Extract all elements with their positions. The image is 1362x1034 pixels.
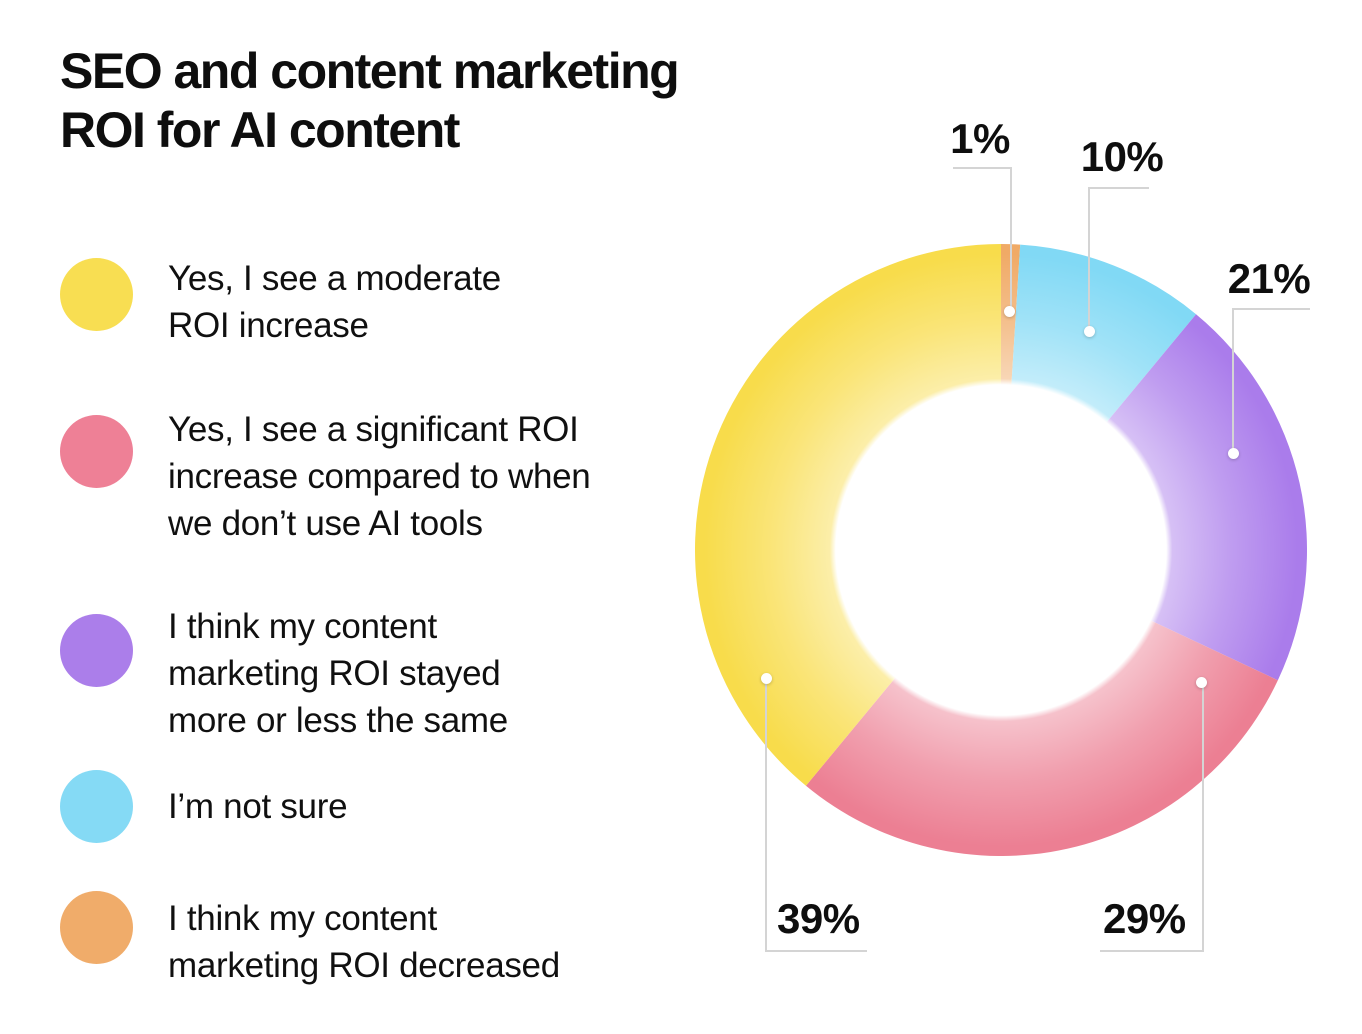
- legend-swatch-pink: [60, 415, 133, 488]
- legend-swatch-orange: [60, 891, 133, 964]
- legend-swatch-cyan: [60, 770, 133, 843]
- slice-label-29pct: 29%: [1103, 895, 1186, 942]
- slice-label-10pct: 10%: [1080, 133, 1164, 180]
- legend-swatch-purple: [60, 614, 133, 687]
- legend-label: Yes, I see a moderate ROI increase: [168, 259, 501, 345]
- legend-label: I’m not sure: [168, 787, 348, 826]
- callout-dot-39pct: [761, 673, 772, 684]
- legend-label: I think my content marketing ROI stayed …: [168, 607, 508, 740]
- callout-line-29pct: [1100, 682, 1204, 952]
- callout-line-1pct: [953, 167, 1012, 313]
- callout-line-21pct: [1232, 308, 1310, 455]
- legend-label: I think my content marketing ROI decreas…: [168, 899, 560, 985]
- slice-label-21pct: 21%: [1227, 255, 1311, 302]
- donut-hole-fade: [695, 244, 1307, 856]
- callout-dot-1pct: [1004, 306, 1015, 317]
- chart-title: SEO and content marketing ROI for AI con…: [60, 43, 680, 158]
- chart-legend: Yes, I see a moderate ROI increase Yes, …: [60, 258, 591, 985]
- donut-chart: [695, 244, 1307, 856]
- callout-dot-10pct: [1084, 326, 1095, 337]
- callout-dot-29pct: [1196, 677, 1207, 688]
- legend-swatch-yellow: [60, 258, 133, 331]
- callout-dot-21pct: [1228, 448, 1239, 459]
- slice-label-39pct: 39%: [777, 895, 860, 942]
- callout-line-10pct: [1088, 187, 1149, 333]
- slice-label-1pct: 1%: [950, 115, 1010, 162]
- callout-line-39pct: [765, 678, 867, 952]
- legend-label: Yes, I see a significant ROI increase co…: [168, 410, 591, 543]
